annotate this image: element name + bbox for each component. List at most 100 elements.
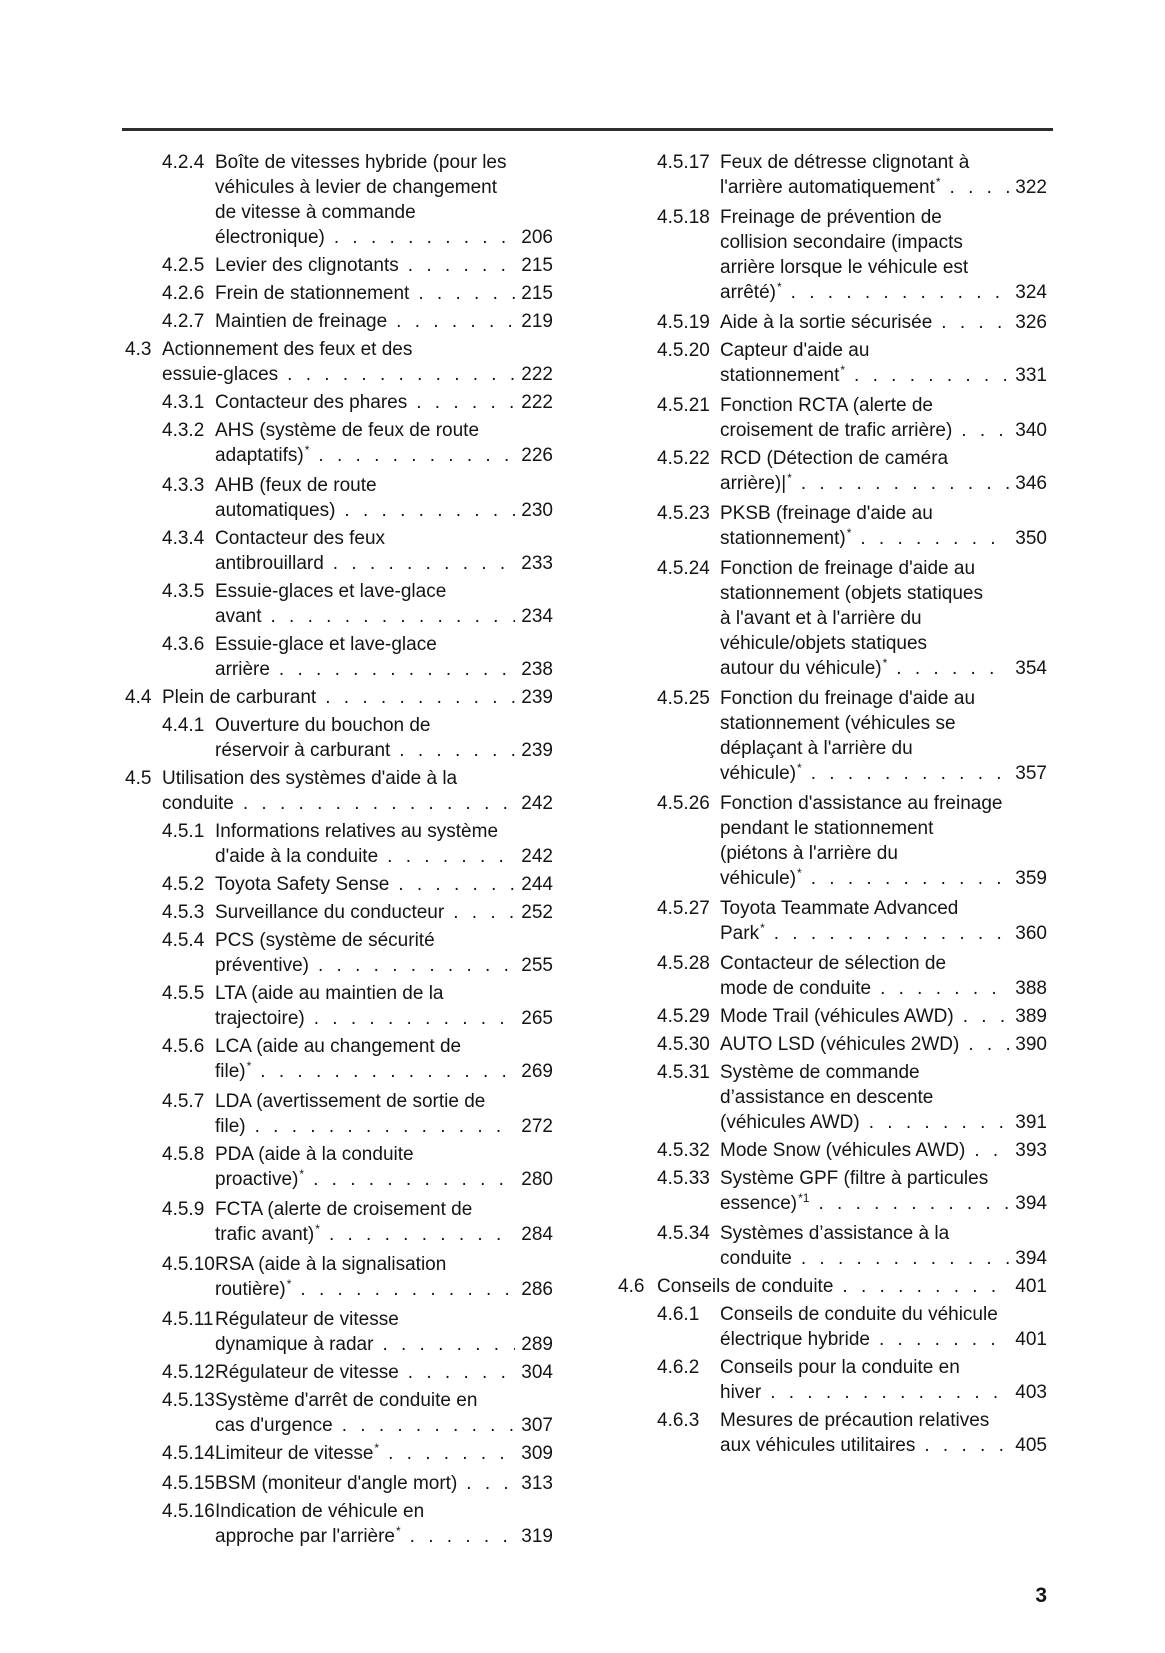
toc-entry-last-line: antibrouillard . . . . . . . . . . . . . … <box>215 551 553 576</box>
toc-entry-title-line: véhicule) <box>720 763 797 784</box>
toc-entry-title-line: dynamique à radar <box>215 1334 374 1355</box>
toc-entry: 4.5.26 Fonction d'assistance au freinage p… <box>618 791 1047 893</box>
toc-entry-body: BSM (moniteur d'angle mort) . . . . . . .… <box>215 1471 553 1496</box>
dot-leader: . . . . . . . . . . . . . . . . . . . . … <box>388 1443 515 1464</box>
toc-entry-page-number: 388 <box>1015 978 1047 999</box>
toc-entry-body: Maintien de freinage . . . . . . . . . . … <box>215 309 553 334</box>
toc-entry: 4.5.25 Fonction du freinage d'aide au stat… <box>618 686 1047 788</box>
toc-entry: 4.5.4 PCS (système de sécurité préventive)… <box>125 928 553 978</box>
toc-entry-number: 4.2.7 <box>162 311 205 332</box>
toc-entry-title-line: PCS (système de sécurité <box>215 930 435 951</box>
toc-entry-body: Système d'arrêt de conduite en cas d'urge… <box>215 1388 553 1438</box>
toc-entry-page-number: 255 <box>521 955 553 976</box>
toc-entry: 4.6.2 Conseils pour la conduite en hiver . … <box>618 1355 1047 1405</box>
superscript-marker: * <box>846 526 852 540</box>
toc-entry: 4.5.22 RCD (Détection de caméra arrière)| *… <box>618 446 1047 498</box>
dot-leader: . . . . . . . . . . . . . . . . . . . . … <box>773 923 1010 944</box>
toc-entry-number: 4.3.3 <box>162 475 205 496</box>
toc-entry-body: Conseils de conduite . . . . . . . . . . … <box>657 1274 1047 1299</box>
toc-entry-number: 4.4.1 <box>162 715 205 736</box>
dot-leader: . . . . . . . . . . . . . . . . . . . . … <box>407 1362 516 1383</box>
toc-entry-title-line: Conseils pour la conduite en <box>720 1357 960 1378</box>
toc-entry-title-line: routière) <box>215 1279 286 1300</box>
toc-entry-number: 4.3.5 <box>162 581 205 602</box>
toc-entry-page-number: 284 <box>521 1224 553 1245</box>
toc-entry-body: Contacteur des feux antibrouillard . . . .… <box>215 526 553 576</box>
dot-leader: . . . . . . . . . . . . . . . . . . . . … <box>790 282 1010 303</box>
toc-entry-title-line: Système GPF (filtre à particules <box>720 1168 989 1189</box>
toc-entry-page-number: 324 <box>1015 282 1047 303</box>
toc-entry-title-line: arrière)| <box>720 473 787 494</box>
toc-entry-last-line: stationnement* . . . . . . . . . . . . . … <box>720 363 1047 390</box>
toc-entry-page-number: 319 <box>521 1526 553 1547</box>
toc-entry-page-number: 280 <box>521 1169 553 1190</box>
toc-entry-title-line: véhicule/objets statiques <box>720 633 928 654</box>
dot-leader: . . . . . . . . . . . . . . . . . . . . … <box>318 445 515 466</box>
toc-entry-last-line: automatiques) . . . . . . . . . . . . . .… <box>215 498 553 523</box>
header-divider-rule <box>122 128 1053 131</box>
dot-leader: . . . . . . . . . . . . . . . . . . . . … <box>941 312 1009 333</box>
toc-entry-number: 4.5.24 <box>657 558 710 579</box>
toc-entry: 4.5 Utilisation des systèmes d'aide à la c… <box>125 766 553 816</box>
toc-entry-title-line: Capteur d'aide au <box>720 340 870 361</box>
toc-entry-body: Mode Snow (véhicules AWD) . . . . . . . .… <box>720 1138 1047 1163</box>
toc-entry-title-line: file) <box>215 1061 246 1082</box>
dot-leader: . . . . . . . . . . . . . . . . . . . . … <box>344 500 515 521</box>
toc-entry-title-line: essence) <box>720 1193 798 1214</box>
toc-entry-title-line: automatiques) <box>215 500 336 521</box>
toc-entry-last-line: Mode Snow (véhicules AWD) . . . . . . . .… <box>720 1138 1047 1163</box>
toc-entry-title-line: à l'avant et à l'arrière du <box>720 608 922 629</box>
toc-entry: 4.5.9 FCTA (alerte de croisement de trafic… <box>125 1197 553 1249</box>
toc-entry-body: Informations relatives au système d'aide … <box>215 819 553 869</box>
superscript-marker: * <box>840 363 846 377</box>
toc-entry-title-line: Système de commande <box>720 1062 920 1083</box>
toc-entry-last-line: file) . . . . . . . . . . . . . . . . . .… <box>215 1114 553 1139</box>
toc-entry-body: LDA (avertissement de sortie de file) . . … <box>215 1089 553 1139</box>
toc-entry-number: 4.3.4 <box>162 528 205 549</box>
toc-entry-page-number: 252 <box>521 902 553 923</box>
toc-entry-number: 4.2.5 <box>162 255 205 276</box>
dot-leader: . . . . . . . . . . . . . . . . . . . . … <box>270 606 515 627</box>
toc-entry-number: 4.5.25 <box>657 688 710 709</box>
toc-entry-body: Fonction du freinage d'aide au stationnem… <box>720 686 1047 788</box>
toc-entry-title-line: trafic avant) <box>215 1224 315 1245</box>
toc-entry-number: 4.5.31 <box>657 1062 710 1083</box>
toc-entry-title-line: Systèmes d’assistance à la <box>720 1223 950 1244</box>
dot-leader: . . . . . . . . . . . . . . . . . . . . … <box>962 1006 1010 1027</box>
toc-entry-body: Surveillance du conducteur . . . . . . . … <box>215 900 553 925</box>
dot-leader: . . . . . . . . . . . . . . . . . . . . … <box>818 1193 1009 1214</box>
toc-entry-number: 4.5.12 <box>162 1362 215 1383</box>
toc-entry-page-number: 354 <box>1015 658 1047 679</box>
toc-entry-title-line: avant <box>215 606 262 627</box>
toc-entry-body: Toyota Teammate Advanced Park * . . . . . .… <box>720 896 1047 948</box>
toc-entry-number: 4.5.26 <box>657 793 710 814</box>
dot-leader: . . . . . . . . . . . . . . . . . . . . … <box>810 868 1010 889</box>
toc-entry-last-line: électrique hybride . . . . . . . . . . . … <box>720 1327 1047 1352</box>
toc-entry: 4.3.1 Contacteur des phares . . . . . . . … <box>125 390 553 415</box>
dot-leader: . . . . . . . . . . . . . . . . . . . . … <box>278 659 515 680</box>
toc-entry: 4.5.14 Limiteur de vitesse * . . . . . . . … <box>125 1441 553 1468</box>
toc-entry-last-line: proactive)* . . . . . . . . . . . . . . .… <box>215 1167 553 1194</box>
toc-entry-page-number: 401 <box>1015 1329 1047 1350</box>
toc-entry-body: Mode Trail (véhicules AWD) . . . . . . . … <box>720 1004 1047 1029</box>
toc-entry-page-number: 230 <box>521 500 553 521</box>
superscript-marker: * <box>396 1524 401 1538</box>
toc-entry-number: 4.5.18 <box>657 207 710 228</box>
toc-entry-title-line: collision secondaire (impacts <box>720 232 963 253</box>
toc-entry-page-number: 206 <box>521 227 553 248</box>
toc-entry-last-line: conduite . . . . . . . . . . . . . . . . … <box>720 1246 1047 1271</box>
superscript-marker: *1 <box>798 1191 810 1205</box>
toc-entry: 4.3.3 AHB (feux de route automatiques) . . … <box>125 473 553 523</box>
toc-entry-title-line: approche par l'arrière <box>215 1526 395 1547</box>
toc-entry: 4.3.4 Contacteur des feux antibrouillard . … <box>125 526 553 576</box>
toc-entry-title-line: Fonction d'assistance au freinage <box>720 793 1003 814</box>
toc-entry-page-number: 215 <box>521 255 553 276</box>
toc-entry-title-line: Boîte de vitesses hybride (pour les <box>215 152 507 173</box>
toc-entry-title-line: PDA (aide à la conduite <box>215 1144 414 1165</box>
dot-leader: . . . . . . . . . . . . . . . . . . . . … <box>254 1116 516 1137</box>
toc-entry-page-number: 309 <box>521 1443 553 1464</box>
toc-entry-body: Levier des clignotants . . . . . . . . . … <box>215 253 553 278</box>
toc-entry-body: Aide à la sortie sécurisée . . . . . . . … <box>720 310 1047 335</box>
toc-entry-number: 4.5.7 <box>162 1091 205 1112</box>
toc-entry-body: Fonction d'assistance au freinage pendant… <box>720 791 1047 893</box>
